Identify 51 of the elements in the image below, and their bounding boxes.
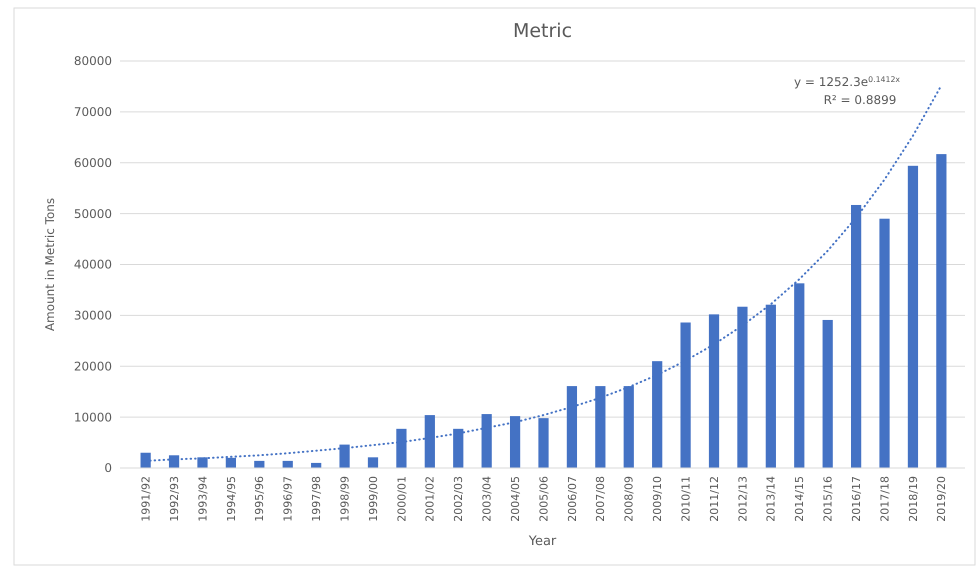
bar <box>282 460 293 468</box>
x-tick-label: 2012/13 <box>736 476 750 522</box>
x-axis-title: Year <box>528 534 557 549</box>
bar <box>254 460 264 468</box>
x-tick-label: 2008/09 <box>622 476 636 522</box>
x-tick-label: 2019/20 <box>935 476 948 522</box>
x-tick-label: 2004/05 <box>508 476 522 522</box>
y-tick-label: 60000 <box>74 156 112 170</box>
x-tick-label: 1992/93 <box>168 476 181 522</box>
x-tick-label: 2016/17 <box>850 476 863 522</box>
x-tick-label: 2015/16 <box>822 476 835 522</box>
x-tick-label: 1997/98 <box>310 476 323 522</box>
x-tick-label: 1993/94 <box>196 476 210 522</box>
bar <box>879 218 890 468</box>
bar <box>822 320 833 468</box>
y-tick-label: 20000 <box>74 359 112 374</box>
x-tick-label: 1994/95 <box>224 476 238 522</box>
x-tick-label: 2014/15 <box>793 476 806 522</box>
bar <box>311 462 322 468</box>
x-tick-label: 2010/11 <box>679 476 692 522</box>
x-tick-label: 1991/92 <box>139 476 152 522</box>
x-tick-label: 2013/14 <box>764 476 778 522</box>
y-tick-label: 70000 <box>74 105 112 120</box>
x-tick-label: 2003/04 <box>480 476 494 522</box>
x-tick-label: 2002/03 <box>452 476 466 522</box>
x-tick-label: 1996/97 <box>282 476 295 522</box>
x-tick-label: 1998/99 <box>338 476 352 522</box>
x-tick-label: 2000/01 <box>395 476 408 522</box>
bar <box>936 154 946 468</box>
chart-title: Metric <box>512 20 572 42</box>
x-tick-label: 2018/19 <box>906 476 920 522</box>
annotation: R² = 0.8899 <box>824 93 896 107</box>
y-tick-label: 10000 <box>74 410 112 424</box>
y-tick-label: 0 <box>104 461 112 476</box>
x-tick-label: 1999/00 <box>366 476 380 522</box>
x-tick-label: 2005/06 <box>537 476 550 522</box>
bar <box>908 166 918 468</box>
y-tick-label: 40000 <box>74 258 112 272</box>
y-tick-label: 80000 <box>74 54 112 68</box>
annotation: y = 1252.3e$^{0.1412x}$ <box>794 74 900 89</box>
x-tick-label: 2007/08 <box>594 476 608 522</box>
bar <box>368 457 378 468</box>
x-tick-label: 2017/18 <box>878 476 892 522</box>
y-tick-label: 50000 <box>74 206 112 221</box>
x-tick-label: 2001/02 <box>424 476 437 522</box>
y-axis-title: Amount in Metric Tons <box>43 198 57 332</box>
x-tick-label: 2009/10 <box>651 476 664 522</box>
x-tick-label: 2011/12 <box>708 476 721 522</box>
y-tick-label: 30000 <box>74 308 112 323</box>
x-tick-label: 1995/96 <box>253 476 266 522</box>
x-tick-label: 2006/07 <box>566 476 579 522</box>
